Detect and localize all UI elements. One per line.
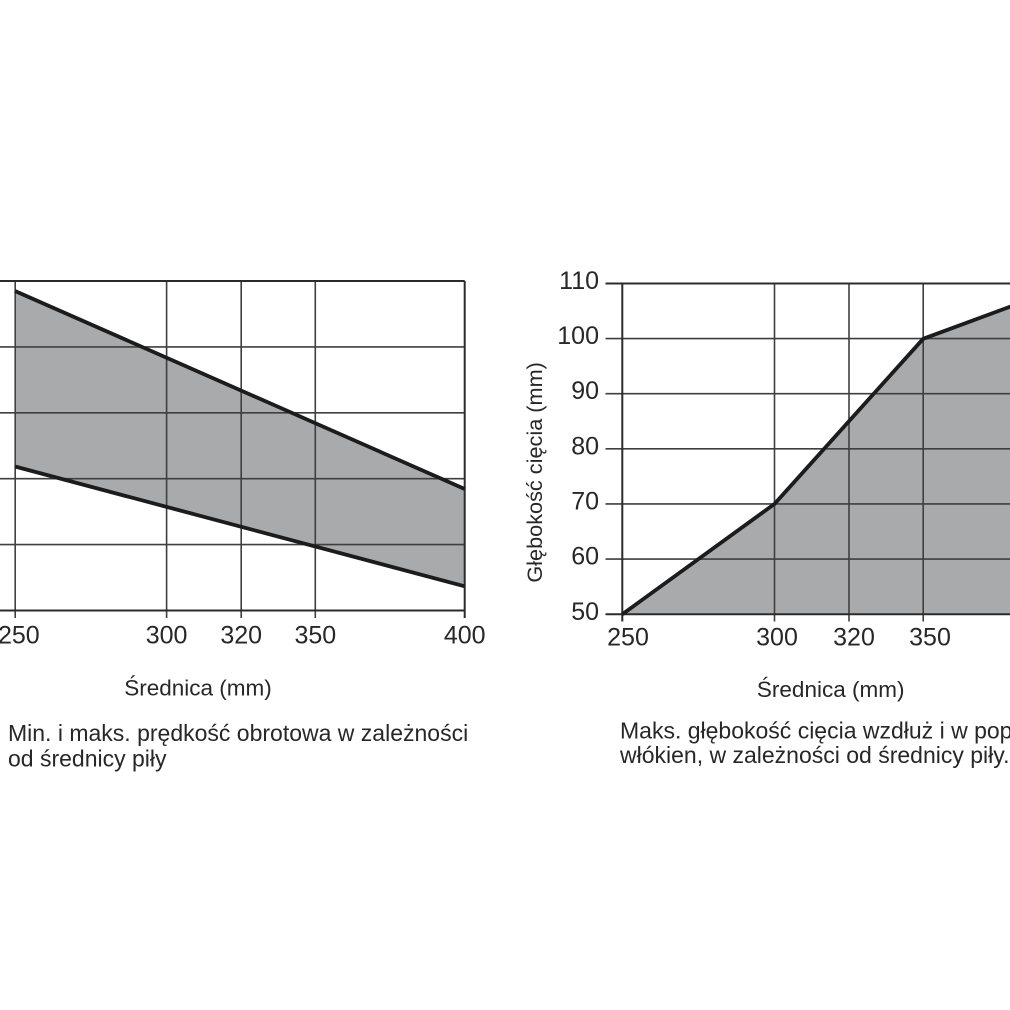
svg-text:70: 70 [571, 487, 599, 515]
svg-text:250: 250 [0, 622, 40, 650]
svg-text:Głębokość cięcia (mm): Głębokość cięcia (mm) [522, 362, 547, 583]
svg-text:250: 250 [607, 624, 649, 652]
svg-text:60: 60 [571, 543, 599, 571]
svg-text:50: 50 [571, 598, 599, 626]
svg-text:od średnicy piły: od średnicy piły [8, 745, 167, 771]
svg-text:300: 300 [146, 622, 188, 650]
svg-text:300: 300 [756, 624, 798, 652]
svg-text:350: 350 [909, 624, 951, 652]
svg-text:Min. i maks. prędkość obrotowa: Min. i maks. prędkość obrotowa w zależno… [8, 720, 468, 746]
svg-text:100: 100 [557, 322, 599, 350]
svg-text:320: 320 [220, 622, 262, 650]
svg-text:90: 90 [571, 377, 599, 405]
svg-text:80: 80 [571, 432, 599, 460]
svg-text:400: 400 [444, 622, 486, 650]
svg-text:110: 110 [559, 267, 599, 295]
svg-text:320: 320 [833, 624, 875, 652]
svg-text:Średnica (mm): Średnica (mm) [124, 675, 272, 700]
svg-text:350: 350 [294, 622, 336, 650]
svg-text:włókien, w zależności od średn: włókien, w zależności od średnicy piły. [619, 742, 1009, 768]
svg-text:Maks. głębokość cięcia wzdłuż: Maks. głębokość cięcia wzdłuż i w poprze… [620, 718, 1010, 744]
svg-text:Średnica (mm): Średnica (mm) [757, 677, 905, 702]
